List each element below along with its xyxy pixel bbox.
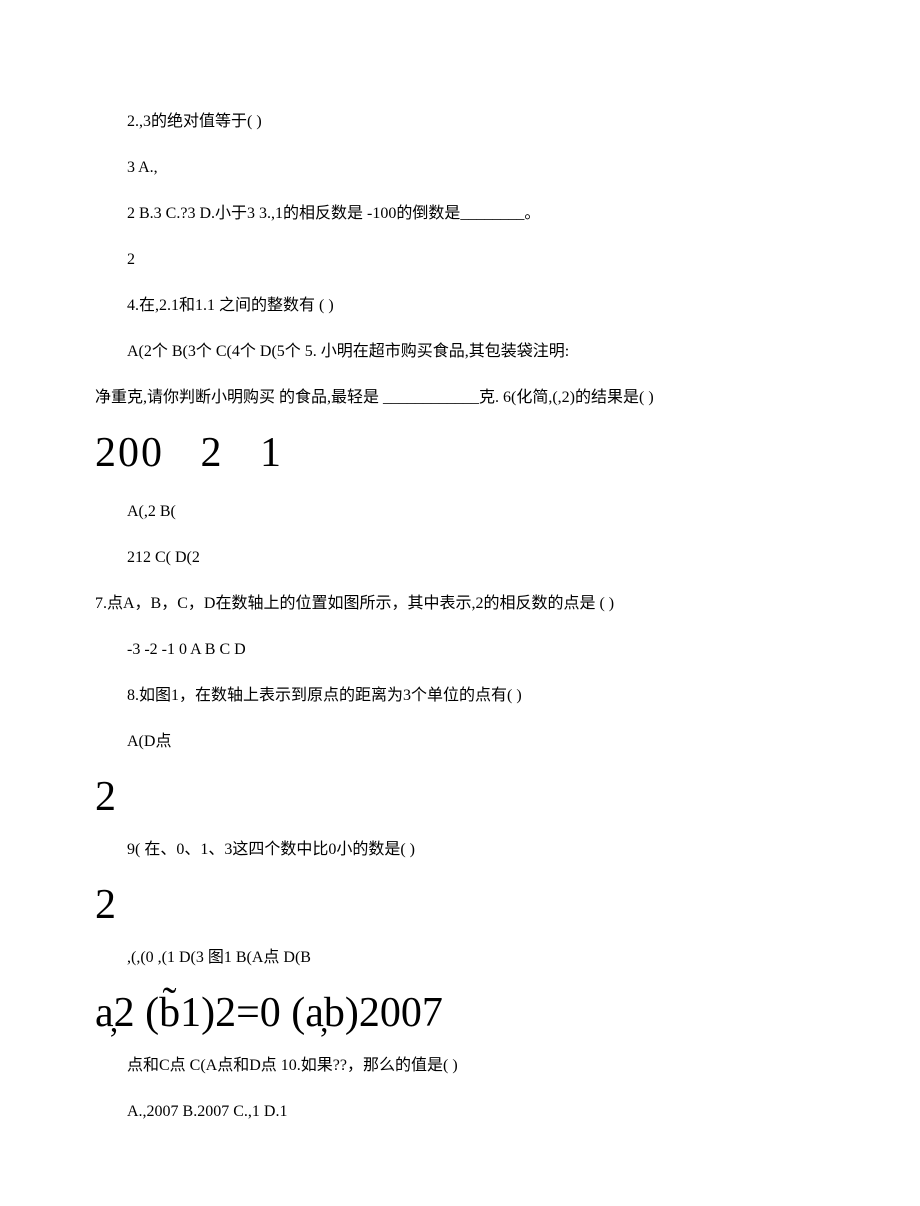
question-4-options-and-5: A(2个 B(3个 C(4个 D(5个 5. 小明在超市购买食品,其包装袋注明: bbox=[95, 340, 825, 364]
question-7: 7.点A，B，C，D在数轴上的位置如图所示，其中表示,2的相反数的点是 ( ) bbox=[95, 592, 825, 616]
fragment-2: 2 bbox=[95, 248, 825, 272]
question-9: 9( 在、0、1、3这四个数中比0小的数是( ) bbox=[95, 838, 825, 862]
question-2: 2.,3的绝对值等于( ) bbox=[95, 110, 825, 134]
option-212cd2: 212 C( D(2 bbox=[95, 546, 825, 570]
question-5-6-text: 净重克,请你判断小明购买 的食品,最轻是 ____________克. 6(化简… bbox=[95, 386, 825, 410]
number-line-labels: -3 -2 -1 0 A B C D bbox=[95, 638, 825, 662]
question-8: 8.如图1，在数轴上表示到原点的距离为3个单位的点有( ) bbox=[95, 684, 825, 708]
formula-a2: a̦2 (b̃1)2=0 (a̦b)2007 bbox=[95, 990, 443, 1036]
question-4: 4.在,2.1和1.1 之间的整数有 ( ) bbox=[95, 294, 825, 318]
large-number-2b: 2 bbox=[95, 884, 825, 926]
large-formula-line: a̦2 (b̃1)2=0 (a̦b)2007 bbox=[95, 992, 825, 1034]
question-3-combined: 2 B.3 C.?3 D.小于3 3.,1的相反数是 -100的倒数是_____… bbox=[95, 202, 825, 226]
large-numbers-200-2-1: 200 2 1 bbox=[95, 432, 825, 474]
document-page: 2.,3的绝对值等于( ) 3 A., 2 B.3 C.?3 D.小于3 3.,… bbox=[0, 0, 920, 1206]
large-number-2a: 2 bbox=[95, 776, 825, 818]
option-ad-point: A(D点 bbox=[95, 730, 825, 754]
option-a2b: A(,2 B( bbox=[95, 500, 825, 524]
option-line-3a: 3 A., bbox=[95, 156, 825, 180]
question-10-options: A.,2007 B.2007 C.,1 D.1 bbox=[95, 1100, 825, 1124]
question-9-options: ,(,(0 ,(1 D(3 图1 B(A点 D(B bbox=[95, 946, 825, 970]
question-10: 点和C点 C(A点和D点 10.如果??，那么的值是( ) bbox=[95, 1054, 825, 1078]
